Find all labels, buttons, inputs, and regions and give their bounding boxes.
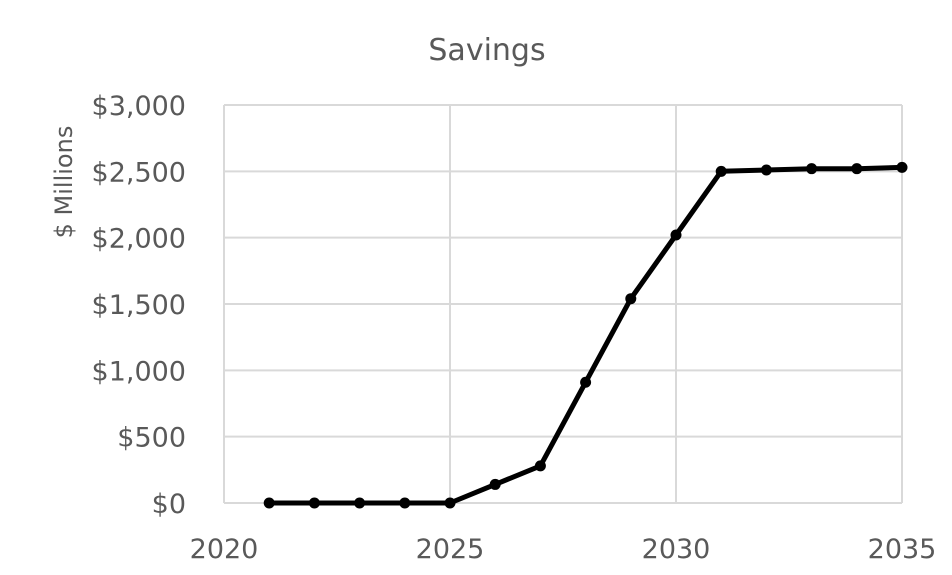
y-tick-label: $0 — [152, 489, 186, 520]
y-tick-label: $1,000 — [92, 356, 186, 387]
data-point — [263, 497, 275, 509]
y-tick-label: $3,000 — [92, 91, 186, 122]
data-point — [444, 497, 456, 509]
grid — [223, 104, 903, 504]
data-point — [489, 478, 501, 490]
data-point — [354, 497, 366, 509]
data-point — [896, 161, 908, 173]
tick-labels: $0 $500 $1,000 $1,500 $2,000 $2,500 $3,000 2020… — [92, 91, 937, 565]
data-point — [851, 163, 863, 175]
data-point — [308, 497, 320, 509]
x-tick-label: 2025 — [416, 534, 485, 565]
y-tick-label: $2,500 — [92, 157, 186, 188]
x-tick-label: 2035 — [868, 534, 937, 565]
data-point — [806, 163, 818, 175]
series-line — [269, 164, 903, 506]
data-point — [580, 376, 592, 388]
data-point — [715, 165, 727, 177]
y-tick-label: $2,000 — [92, 224, 186, 255]
series-layer — [263, 161, 908, 509]
chart-title: Savings — [428, 33, 545, 68]
data-point — [625, 293, 637, 305]
data-point — [399, 497, 411, 509]
data-point — [534, 460, 546, 472]
data-point — [670, 229, 682, 241]
y-tick-label: $1,500 — [92, 290, 186, 321]
data-point — [760, 164, 772, 176]
x-tick-label: 2030 — [642, 534, 711, 565]
y-tick-label: $500 — [117, 423, 186, 454]
y-axis-label: $ Millions — [50, 126, 78, 239]
x-tick-label: 2020 — [190, 534, 259, 565]
